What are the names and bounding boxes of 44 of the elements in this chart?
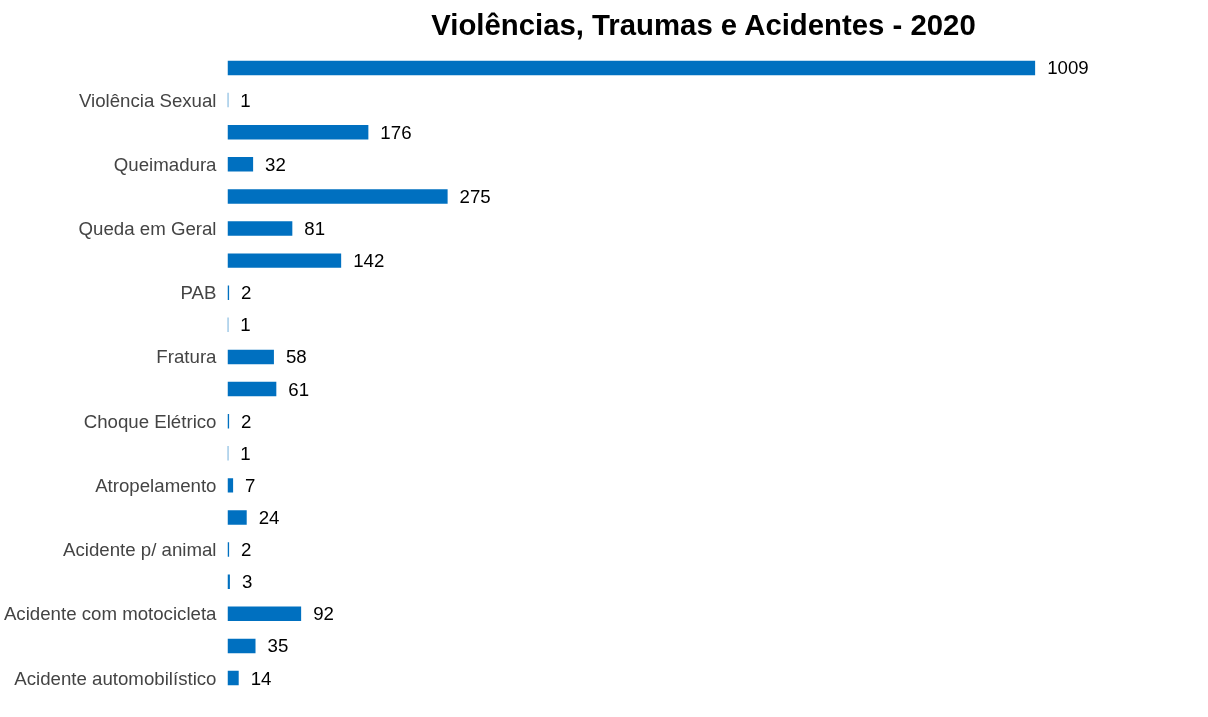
bar (227, 478, 234, 493)
y-tick-label: Acidente p/ animal (63, 539, 217, 561)
data-label: 92 (313, 603, 334, 625)
data-label: 275 (459, 185, 491, 207)
data-label: 2 (241, 282, 252, 304)
data-label: 176 (380, 121, 412, 143)
data-label: 1 (240, 442, 251, 464)
bar (227, 670, 239, 686)
data-label: 61 (288, 378, 310, 400)
y-tick-label: Fratura (156, 346, 218, 368)
y-tick-label: Queda em Geral (78, 218, 217, 240)
data-label: 1 (240, 314, 251, 336)
bar (227, 349, 274, 365)
chart-title: Violências, Traumas e Acidentes - 2020 (431, 7, 976, 41)
y-tick-label: Acidente com motocicleta (3, 603, 218, 625)
data-label: 1009 (1047, 57, 1089, 79)
bar (227, 221, 293, 236)
data-label: 2 (241, 539, 252, 561)
bar (227, 510, 247, 525)
bar (227, 381, 277, 397)
bar (227, 157, 254, 172)
y-tick-label: Choque Elétrico (83, 410, 217, 432)
y-tick-label: PAB (180, 282, 217, 304)
data-label: 81 (304, 218, 326, 240)
data-label: 24 (258, 506, 280, 528)
data-label: 2 (241, 410, 252, 432)
bar (227, 253, 342, 268)
data-label: 58 (285, 346, 307, 368)
data-label: 7 (245, 474, 256, 496)
bar (227, 606, 302, 622)
data-label: 1 (240, 89, 251, 111)
bar (227, 638, 256, 654)
y-tick-label: Atropelamento (95, 474, 217, 496)
y-tick-label: Acidente automobilístico (14, 667, 217, 689)
data-label: 14 (250, 667, 272, 689)
bar (227, 124, 369, 140)
data-label: 32 (265, 153, 286, 175)
bar (227, 189, 448, 204)
data-label: 142 (353, 250, 385, 272)
bar (227, 60, 1036, 76)
y-tick-label: Violência Sexual (78, 89, 217, 111)
data-label: 3 (241, 571, 253, 593)
data-label: 35 (267, 635, 289, 657)
y-tick-label: Queimadura (113, 153, 218, 175)
